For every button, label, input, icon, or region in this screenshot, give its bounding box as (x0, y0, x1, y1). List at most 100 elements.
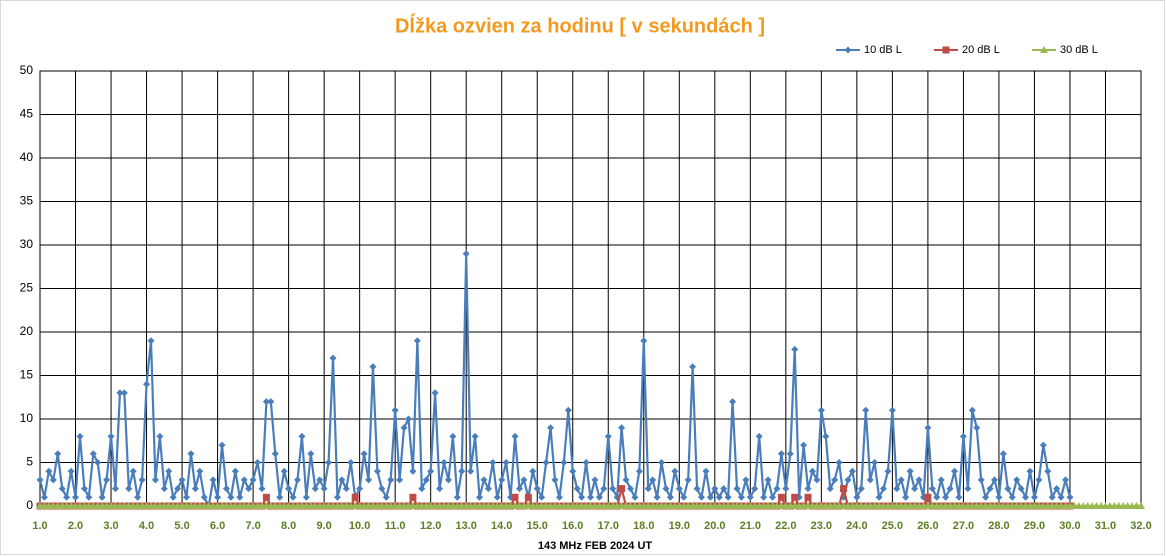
x-tick-label: 29.0 (1024, 520, 1045, 532)
data-point (968, 406, 976, 414)
data-point (94, 459, 102, 466)
data-point (977, 476, 985, 484)
data-point (338, 476, 346, 484)
data-point (276, 493, 284, 501)
data-point (684, 476, 692, 484)
data-point (342, 485, 350, 493)
data-point (240, 476, 248, 484)
data-point (285, 485, 293, 493)
data-point (622, 476, 630, 484)
legend-label: 30 dB L (1060, 44, 1098, 56)
data-point (453, 493, 461, 501)
data-point (258, 485, 266, 493)
data-point (915, 476, 923, 484)
x-tick-label: 15.0 (527, 520, 548, 532)
data-point (187, 450, 195, 458)
data-point (658, 459, 666, 466)
data-point (857, 485, 865, 493)
data-point (351, 493, 359, 501)
data-point (609, 485, 617, 493)
data-point (884, 467, 892, 475)
data-point (169, 493, 177, 501)
data-point (347, 459, 355, 466)
data-point (578, 493, 586, 501)
x-tick-label: 7.0 (245, 520, 260, 532)
y-tick-label: 5 (26, 455, 33, 469)
data-point (866, 476, 874, 484)
data-point (329, 354, 337, 362)
x-tick-label: 14.0 (491, 520, 512, 532)
y-tick-label: 0 (26, 498, 33, 512)
data-point (804, 493, 812, 501)
data-point (973, 424, 981, 432)
data-point (853, 493, 861, 501)
data-point (76, 432, 84, 440)
data-point (262, 493, 270, 501)
data-point (724, 493, 732, 501)
y-tick-label: 45 (20, 107, 34, 121)
data-point (618, 424, 626, 432)
data-point (116, 389, 124, 397)
x-tick-label: 3.0 (103, 520, 118, 532)
data-point (54, 450, 62, 458)
data-point (626, 485, 634, 493)
data-point (156, 432, 164, 440)
data-point (755, 432, 763, 440)
data-point (444, 476, 452, 484)
data-point (831, 476, 839, 484)
data-point (551, 476, 559, 484)
x-tick-label: 24.0 (846, 520, 867, 532)
data-point (764, 476, 772, 484)
data-point (1035, 476, 1043, 484)
data-point (293, 476, 301, 484)
data-point (937, 476, 945, 484)
data-point (955, 493, 963, 501)
data-point (320, 485, 328, 493)
data-point (924, 493, 932, 501)
data-point (209, 476, 217, 484)
data-point (1044, 467, 1052, 475)
data-point (373, 467, 381, 475)
x-tick-label: 1.0 (32, 520, 47, 532)
x-tick-label: 30.0 (1059, 520, 1080, 532)
data-point (427, 467, 435, 475)
data-point (356, 485, 364, 493)
data-point (325, 459, 333, 466)
data-point (800, 441, 808, 449)
data-point (662, 485, 670, 493)
data-point (649, 476, 657, 484)
data-point (644, 485, 652, 493)
data-point (533, 485, 541, 493)
x-tick-label: 12.0 (420, 520, 441, 532)
legend-marker (1040, 46, 1048, 53)
data-point (729, 398, 737, 406)
data-point (666, 493, 674, 501)
x-axis-title: 143 MHz FEB 2024 UT (538, 540, 653, 552)
data-point (174, 485, 182, 493)
data-point (302, 493, 310, 501)
data-point (804, 485, 812, 493)
data-point (777, 493, 785, 501)
data-point (449, 432, 457, 440)
y-tick-label: 25 (20, 281, 34, 295)
data-point (928, 485, 936, 493)
data-point (902, 493, 910, 501)
data-point (489, 459, 497, 466)
data-point (289, 493, 297, 501)
data-point (675, 485, 683, 493)
legend-label: 10 dB L (864, 44, 902, 56)
data-point (817, 406, 825, 414)
data-point (1137, 502, 1145, 509)
data-point (1013, 476, 1021, 484)
data-point (715, 493, 723, 501)
data-point (990, 476, 998, 484)
data-point (737, 493, 745, 501)
data-point (600, 485, 608, 493)
data-point (147, 337, 155, 345)
data-point (746, 493, 754, 501)
y-tick-label: 15 (20, 368, 34, 382)
data-point (813, 476, 821, 484)
data-point (431, 389, 439, 397)
data-point (515, 485, 523, 493)
data-point (1057, 493, 1065, 501)
